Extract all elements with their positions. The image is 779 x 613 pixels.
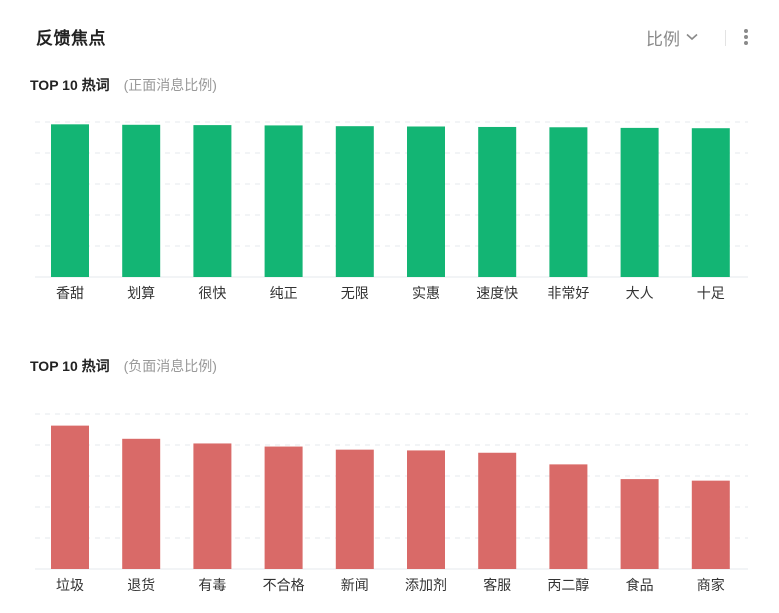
negative-category-label: 商家 [697, 577, 725, 593]
negative-bar-3[interactable] [193, 443, 232, 569]
negative-category-label: 食品 [626, 577, 654, 593]
positive-bar-9[interactable] [620, 127, 659, 277]
positive-category-label: 很快 [198, 285, 226, 301]
positive-bar-1[interactable] [51, 124, 89, 277]
positive-category-label: 纯正 [270, 285, 298, 301]
negative-category-label: 新闻 [341, 577, 369, 593]
positive-bar-7[interactable] [478, 126, 517, 278]
positive-category-label: 实惠 [412, 285, 440, 301]
positive-bar-4[interactable] [264, 125, 303, 277]
negative-bar-8[interactable] [549, 464, 588, 569]
negative-bar-4[interactable] [264, 446, 303, 569]
positive-section-heading: TOP 10 热词 [30, 77, 110, 93]
ratio-dropdown-label: 比例 [646, 29, 680, 49]
negative-bar-2[interactable] [122, 438, 161, 569]
negative-bar-7[interactable] [478, 452, 517, 569]
ratio-dropdown[interactable]: 比例 [646, 26, 698, 49]
positive-bar-6[interactable] [407, 126, 445, 278]
positive-section-subtitle: (正面消息比例) [123, 77, 217, 93]
negative-category-label: 添加剂 [405, 577, 447, 593]
negative-section-title: TOP 10 热词 (负面消息比例) [30, 356, 217, 376]
negative-bar-5[interactable] [335, 449, 374, 569]
positive-bar-10[interactable] [691, 128, 730, 277]
negative-category-label: 丙二醇 [547, 577, 589, 593]
positive-category-label: 无限 [341, 285, 369, 301]
positive-bar-3[interactable] [193, 125, 232, 277]
positive-words-chart: 香甜 划算 很快 纯正 无限 实惠 速度快 非常好 大人 十足 [35, 121, 748, 301]
negative-bar-1[interactable] [51, 425, 89, 569]
header-divider [725, 30, 726, 46]
chevron-down-icon [686, 33, 698, 41]
negative-category-label: 垃圾 [56, 577, 84, 593]
more-vertical-icon[interactable] [738, 26, 754, 48]
negative-category-label: 不合格 [263, 577, 305, 593]
negative-bar-6[interactable] [407, 450, 445, 569]
negative-category-label: 退货 [127, 577, 155, 593]
positive-category-label: 划算 [127, 285, 155, 301]
positive-category-label: 十足 [697, 285, 725, 301]
positive-bar-8[interactable] [549, 127, 588, 277]
panel-title: 反馈焦点 [36, 29, 106, 48]
positive-category-label: 非常好 [547, 285, 589, 301]
positive-bar-2[interactable] [122, 124, 161, 277]
negative-category-label: 有毒 [198, 577, 226, 593]
negative-category-label: 客服 [483, 577, 511, 593]
positive-category-label: 速度快 [476, 285, 518, 301]
negative-section-subtitle: (负面消息比例) [123, 358, 217, 374]
negative-section-heading: TOP 10 热词 [30, 358, 110, 374]
positive-bar-5[interactable] [335, 126, 374, 277]
negative-bar-10[interactable] [691, 480, 730, 569]
negative-bar-9[interactable] [620, 479, 659, 569]
positive-category-label: 香甜 [56, 285, 84, 301]
positive-category-label: 大人 [626, 285, 654, 301]
positive-section-title: TOP 10 热词 (正面消息比例) [30, 75, 217, 95]
negative-words-chart: 垃圾 退货 有毒 不合格 新闻 添加剂 客服 丙二醇 食品 商家 [35, 413, 748, 593]
